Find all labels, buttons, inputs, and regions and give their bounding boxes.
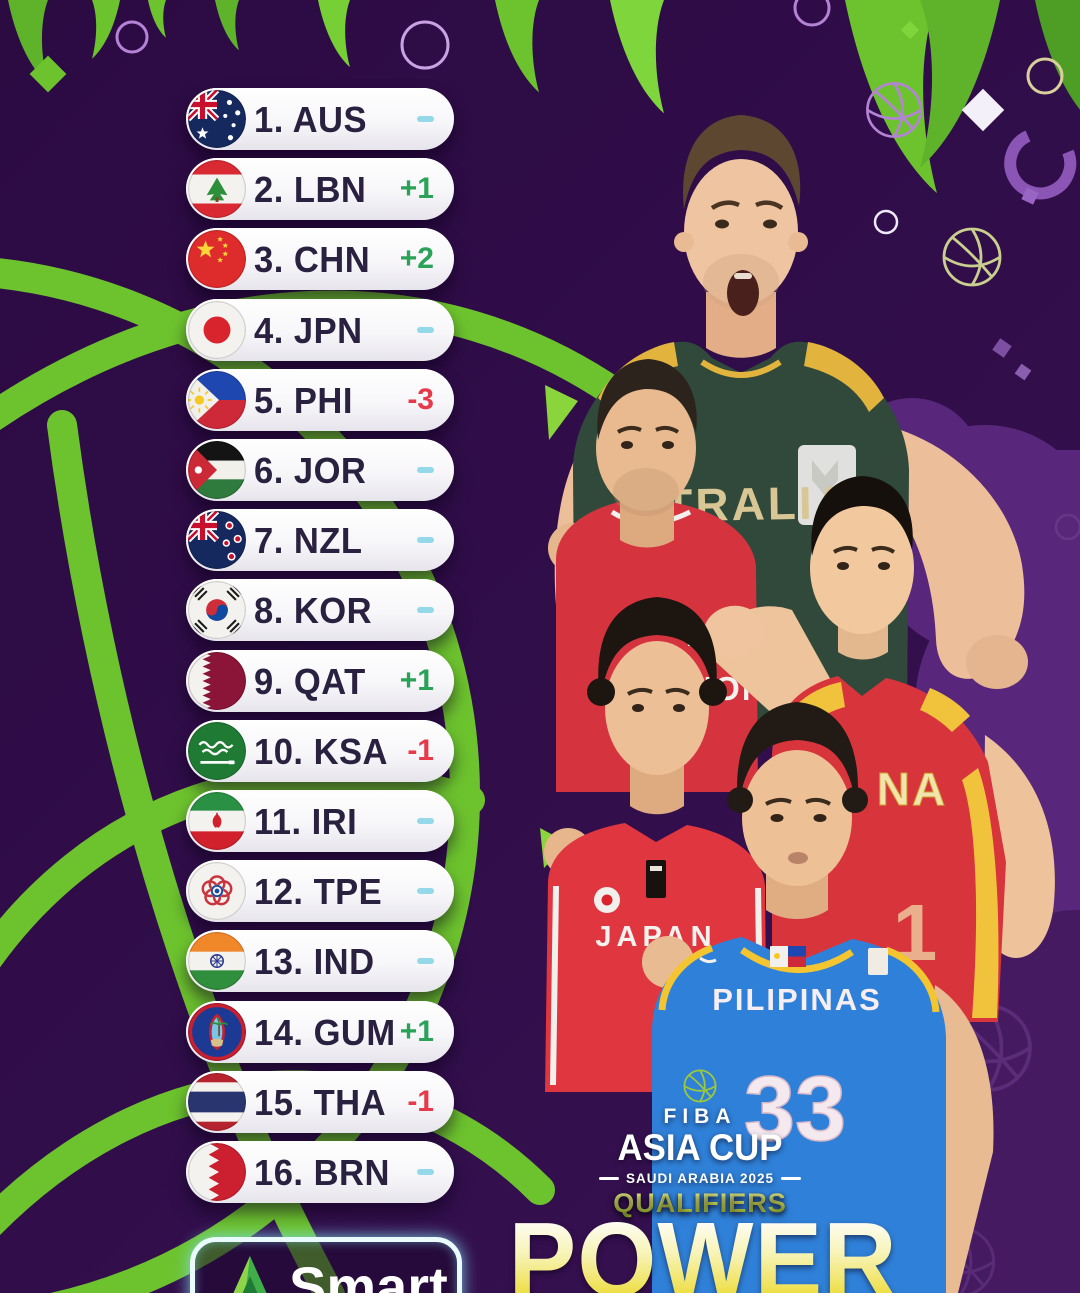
edition-rule-right	[781, 1176, 802, 1180]
movement-indicator: +1	[399, 1014, 434, 1048]
ranking-row-ksa: 10. KSA -1	[186, 719, 454, 782]
ranking-row-jpn: 4. JPN	[186, 298, 454, 361]
movement-indicator	[417, 88, 434, 150]
ranking-row-brn: 16. BRN	[186, 1141, 454, 1203]
ranking-row-iri: 11. IRI	[186, 790, 454, 852]
flag-icon-gum	[188, 1002, 246, 1061]
flag-icon-qat	[188, 651, 246, 710]
rank-label: 12. TPE	[254, 871, 383, 913]
rank-label: 4. JPN	[254, 309, 363, 351]
ranking-row-qat: 9. QAT +1	[186, 649, 454, 712]
movement-indicator	[417, 509, 434, 571]
event-stage: QUALIFIERS	[590, 1188, 810, 1219]
movement-indicator: -3	[407, 382, 434, 416]
movement-indicator	[417, 930, 434, 992]
movement-indicator	[417, 579, 434, 641]
rank-label: 10. KSA	[254, 730, 388, 772]
rank-label: 3. CHN	[254, 239, 371, 281]
player-philippines: PILIPINAS 33	[642, 702, 994, 1293]
rank-label: 9. QAT	[254, 660, 366, 702]
rank-label: 13. IND	[254, 941, 375, 983]
ranking-row-tpe: 12. TPE	[186, 860, 454, 923]
ranking-row-aus: 1. AUS	[186, 88, 454, 150]
event-title: ASIA CUP	[617, 1127, 783, 1168]
sponsor-name: Smart	[289, 1255, 448, 1293]
flag-icon-tpe	[188, 862, 246, 921]
china-jersey-text: NA	[877, 763, 947, 815]
flag-icon-jor	[188, 441, 246, 499]
headline-power: POWER	[477, 1207, 928, 1293]
ranking-row-chn: 3. CHN +2	[186, 228, 454, 291]
flag-icon-ksa	[188, 721, 246, 780]
player-collage: STRALIA	[544, 115, 1055, 1293]
rank-label: 7. NZL	[254, 520, 363, 562]
flag-icon-phi	[188, 370, 246, 429]
rank-label: 8. KOR	[254, 590, 373, 632]
ranking-row-kor: 8. KOR	[186, 579, 454, 642]
flag-icon-jpn	[188, 300, 246, 359]
movement-indicator	[417, 860, 434, 922]
top-claw-decorations	[8, 0, 1080, 194]
rank-label: 14. GUM	[254, 1011, 396, 1053]
ranking-row-tha: 15. THA -1	[186, 1070, 454, 1133]
movement-indicator: +1	[399, 172, 434, 206]
movement-indicator: +1	[399, 663, 434, 697]
flag-icon-chn	[188, 230, 246, 289]
edition-rule-left	[598, 1176, 619, 1180]
ranking-row-nzl: 7. NZL	[186, 509, 454, 572]
movement-indicator: -1	[407, 1084, 434, 1118]
flag-icon-iri	[188, 792, 246, 850]
flag-icon-lbn	[188, 160, 246, 219]
smart-triangle-icon	[233, 1256, 267, 1293]
philippines-jersey-text: PILIPINAS	[712, 982, 882, 1017]
movement-indicator	[417, 299, 434, 361]
flag-icon-aus	[188, 90, 246, 148]
rank-label: 2. LBN	[254, 169, 367, 211]
rank-label: 5. PHI	[254, 379, 353, 421]
rank-label: 6. JOR	[254, 450, 367, 491]
flag-icon-nzl	[188, 511, 246, 570]
philippines-number: 33	[744, 1058, 846, 1160]
fiba-wordmark: FIBA	[663, 1105, 737, 1128]
rank-label: 11. IRI	[254, 801, 358, 842]
ranking-row-jor: 6. JOR	[186, 439, 454, 501]
rank-label: 15. THA	[254, 1081, 387, 1123]
basketball-icon	[683, 1069, 717, 1103]
rank-label: 16. BRN	[254, 1152, 390, 1193]
movement-indicator	[417, 439, 434, 501]
ranking-row-ind: 13. IND	[186, 930, 454, 993]
ranking-row-lbn: 2. LBN +1	[186, 158, 454, 221]
flag-icon-brn	[188, 1143, 246, 1201]
fiba-asia-cup-logo: FIBA ASIA CUP SAUDI ARABIA 2025 QUALIFIE…	[590, 1068, 810, 1219]
flag-icon-kor	[188, 581, 246, 640]
movement-indicator: -1	[407, 733, 434, 767]
flag-icon-ind	[188, 932, 246, 991]
ranking-row-phi: 5. PHI -3	[186, 368, 454, 431]
event-edition: SAUDI ARABIA 2025	[590, 1171, 810, 1186]
sponsor-smart-logo: Smart	[190, 1237, 462, 1293]
rank-label: 1. AUS	[254, 99, 367, 140]
movement-indicator	[417, 1141, 434, 1203]
ranking-row-gum: 14. GUM +1	[186, 1000, 454, 1063]
movement-indicator: +2	[399, 242, 434, 276]
movement-indicator	[417, 790, 434, 852]
flag-icon-tha	[188, 1072, 246, 1131]
